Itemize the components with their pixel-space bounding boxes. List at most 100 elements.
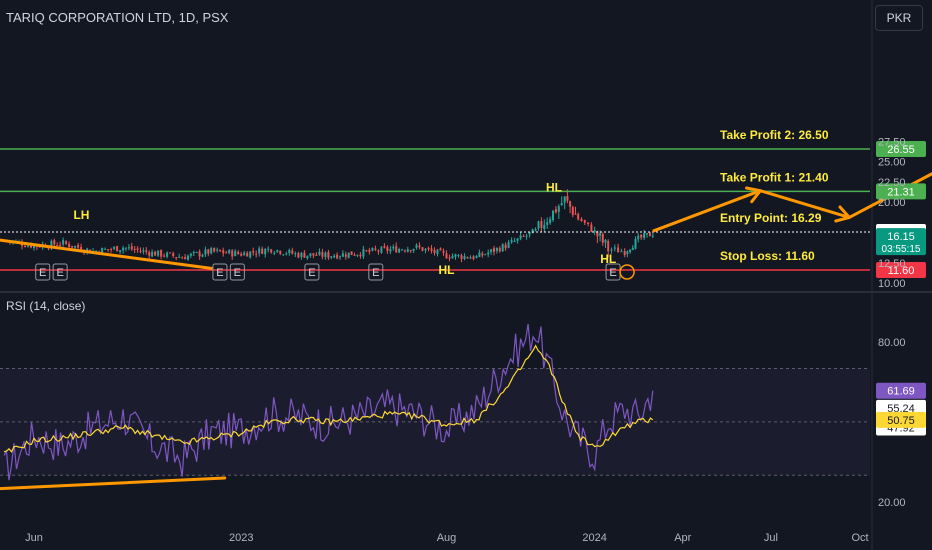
candle-body bbox=[318, 251, 321, 255]
candle-body bbox=[195, 252, 198, 253]
candle-body bbox=[563, 196, 566, 203]
projection-path bbox=[652, 172, 932, 233]
candle-body bbox=[187, 255, 189, 260]
candle-body bbox=[24, 246, 26, 247]
candle-body bbox=[580, 219, 583, 222]
candle-body bbox=[53, 240, 56, 245]
candle-body bbox=[552, 210, 554, 221]
candle-body bbox=[646, 233, 648, 235]
candle-body bbox=[175, 257, 178, 259]
level-badge-1: 21.31 bbox=[887, 186, 915, 198]
candle-body bbox=[225, 252, 228, 254]
candle-body bbox=[56, 245, 59, 247]
candle-body bbox=[312, 253, 315, 256]
earnings-marker-3: E bbox=[234, 267, 241, 279]
rsi-title: RSI (14, close) bbox=[6, 299, 86, 313]
candle-body bbox=[169, 252, 172, 254]
candle-body bbox=[475, 255, 478, 258]
level-badge-bg-1 bbox=[876, 183, 926, 200]
candle-body bbox=[163, 255, 166, 257]
structure-label-0: LH bbox=[73, 208, 89, 222]
currency-button[interactable]: PKR bbox=[875, 5, 923, 31]
candle-body bbox=[160, 250, 163, 257]
candle-body bbox=[495, 247, 498, 251]
earnings-marker-2: E bbox=[216, 267, 223, 279]
candle-body bbox=[460, 255, 463, 259]
candle-body bbox=[166, 252, 169, 257]
candle-body bbox=[213, 247, 216, 252]
candle-body bbox=[406, 249, 409, 252]
candle-body bbox=[65, 241, 68, 244]
earnings-marker-box-0 bbox=[35, 263, 51, 281]
candle-body bbox=[607, 241, 610, 252]
candle-body bbox=[359, 254, 362, 257]
candle-body bbox=[184, 257, 187, 260]
candle-body bbox=[528, 232, 531, 235]
candle-body bbox=[490, 249, 493, 253]
candle-body bbox=[246, 252, 249, 257]
candle-body bbox=[451, 256, 454, 259]
axes: 26.5521.3116.2911.6016.1503:55:1527.5025… bbox=[25, 136, 926, 544]
last-price-text: 16.15 bbox=[887, 231, 915, 243]
candle-body bbox=[157, 250, 160, 256]
candle-body bbox=[513, 240, 516, 242]
candle-body bbox=[631, 247, 634, 251]
price-tick-5: 10.00 bbox=[878, 278, 906, 290]
candle-body bbox=[421, 247, 424, 251]
candle-body bbox=[577, 214, 580, 220]
price-trendline bbox=[0, 238, 213, 270]
projection-arrowhead-1 bbox=[745, 186, 762, 204]
candle-body bbox=[418, 245, 421, 248]
candle-body bbox=[142, 250, 145, 252]
structure-label-3: HL bbox=[439, 263, 455, 277]
dividend-marker-icon bbox=[619, 264, 635, 280]
earnings-marker-box-3 bbox=[229, 263, 245, 281]
candle-body bbox=[617, 247, 620, 253]
candle-body bbox=[327, 252, 330, 258]
candle-body bbox=[445, 253, 448, 259]
candle-body bbox=[104, 248, 107, 250]
candle-body bbox=[110, 249, 113, 250]
candle-body bbox=[569, 201, 572, 207]
candle-body bbox=[546, 222, 549, 225]
projection-arrowhead-2 bbox=[834, 205, 851, 223]
candle-body bbox=[231, 250, 234, 257]
candle-body bbox=[255, 253, 258, 255]
candle-body bbox=[341, 253, 344, 257]
candle-body bbox=[409, 250, 412, 252]
level-label-2: Entry Point: 16.29 bbox=[720, 211, 822, 225]
candle-body bbox=[207, 249, 210, 254]
candle-body bbox=[531, 229, 534, 234]
candle-body bbox=[116, 246, 119, 252]
candle-body bbox=[198, 251, 201, 257]
candle-body bbox=[439, 248, 442, 251]
rsi-pane bbox=[0, 323, 870, 491]
candle-body bbox=[353, 254, 356, 256]
candle-body bbox=[401, 249, 403, 251]
candle-body bbox=[333, 255, 336, 258]
level-label-0: Take Profit 2: 26.50 bbox=[720, 128, 829, 142]
candle-body bbox=[279, 250, 282, 254]
candle-body bbox=[113, 247, 116, 249]
candle-body bbox=[613, 247, 616, 249]
candle-body bbox=[77, 245, 80, 248]
earnings-marker-4: E bbox=[308, 267, 315, 279]
candle-body bbox=[640, 234, 643, 238]
candle-body bbox=[130, 246, 133, 250]
candle-body bbox=[371, 248, 374, 251]
candle-body bbox=[395, 246, 398, 253]
candle-body bbox=[374, 248, 377, 250]
candle-body bbox=[596, 231, 599, 237]
candle-body bbox=[368, 249, 371, 252]
price-tick-1: 25.00 bbox=[878, 157, 906, 169]
candle-body bbox=[537, 221, 540, 229]
earnings-marker-1: E bbox=[56, 267, 63, 279]
candle-body bbox=[237, 251, 240, 254]
level-badge-0: 26.55 bbox=[887, 144, 915, 156]
candle-body bbox=[145, 250, 148, 252]
candle-body bbox=[219, 249, 222, 252]
level-label-1: Take Profit 1: 21.40 bbox=[720, 170, 829, 184]
candle-body bbox=[336, 254, 339, 259]
candle-body bbox=[33, 245, 35, 248]
